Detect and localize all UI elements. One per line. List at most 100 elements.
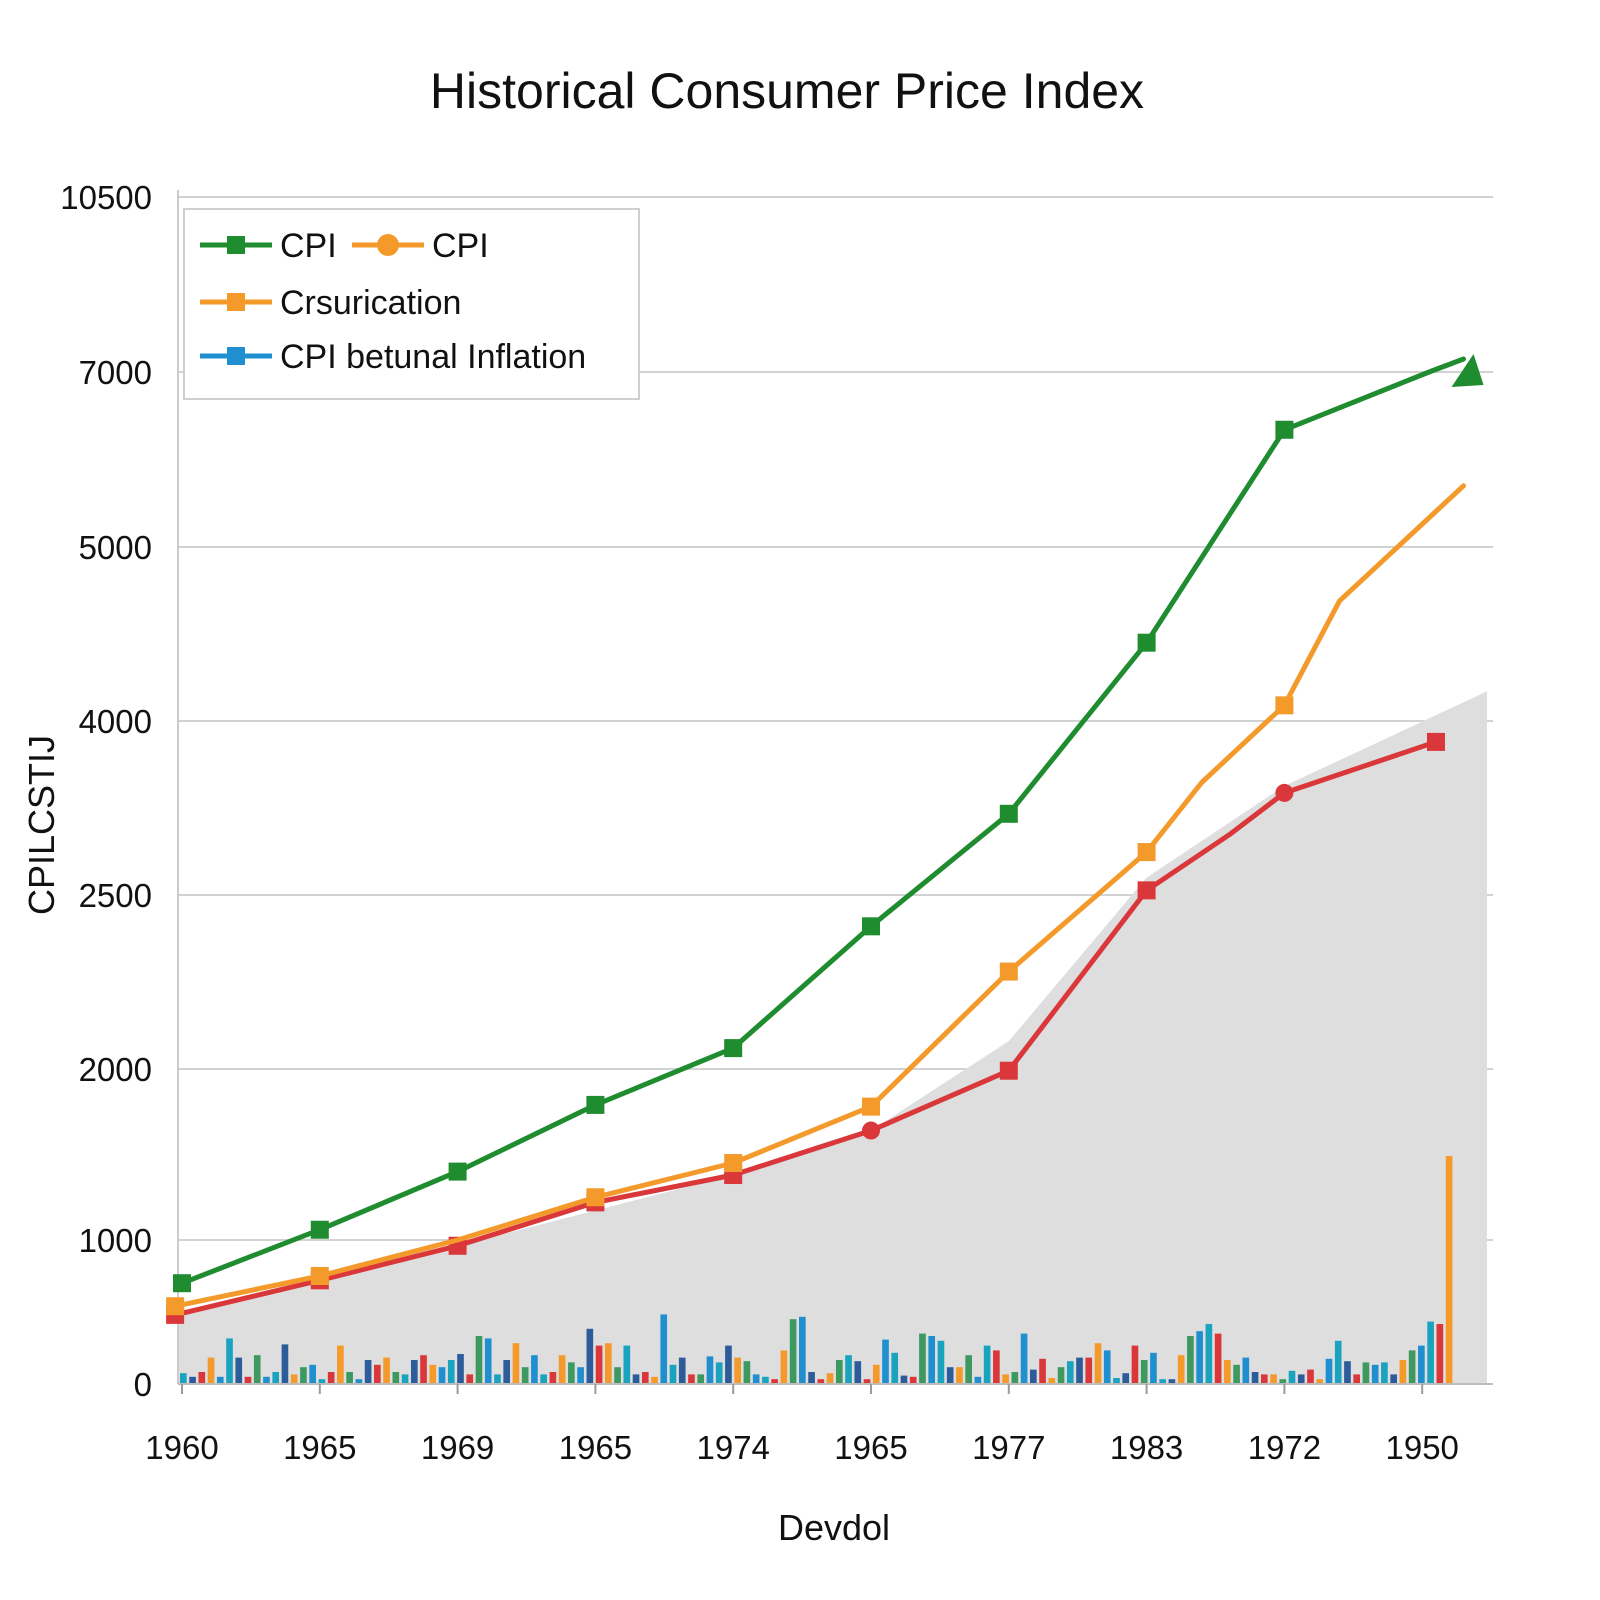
mini-bar — [965, 1355, 972, 1384]
mini-bar — [946, 1367, 954, 1384]
y-tick-label: 10500 — [60, 179, 152, 216]
mini-bar — [1085, 1357, 1093, 1384]
mini-bar — [1103, 1350, 1111, 1384]
series-point — [862, 917, 880, 936]
mini-bar — [1307, 1369, 1314, 1384]
mini-bar — [216, 1376, 224, 1384]
mini-bar — [494, 1374, 501, 1384]
mini-bar — [1436, 1324, 1444, 1384]
series-point — [1426, 732, 1445, 751]
series-point — [173, 1274, 191, 1293]
mini-bar — [300, 1367, 307, 1384]
x-tick-label: 1950 — [1385, 1429, 1458, 1466]
legend-label: Crsurication — [280, 284, 461, 322]
mini-bar — [1427, 1321, 1434, 1384]
x-tick-label: 1974 — [696, 1429, 769, 1466]
x-tick-label: 1969 — [421, 1429, 494, 1466]
mini-bar — [1279, 1379, 1287, 1384]
x-tick-label: 1977 — [972, 1429, 1045, 1466]
series-point — [448, 1162, 467, 1181]
series-point — [999, 1061, 1018, 1080]
series-point — [586, 1188, 605, 1207]
mini-bar — [586, 1328, 594, 1384]
y-tick-label: 2500 — [79, 877, 152, 914]
mini-bar — [1076, 1357, 1083, 1384]
y-tick-label: 1000 — [79, 1222, 152, 1259]
mini-bar — [198, 1372, 206, 1384]
y-tick-label: 2000 — [79, 1051, 152, 1088]
mini-bar — [374, 1364, 381, 1384]
y-axis-label: CPILCSTIJ — [21, 735, 62, 915]
mini-bar — [799, 1316, 806, 1384]
mini-bar — [863, 1379, 871, 1384]
x-tick-label: 1965 — [834, 1429, 907, 1466]
area-band-layer — [177, 691, 1487, 1384]
mini-bar — [531, 1355, 538, 1384]
series-point — [1137, 881, 1156, 900]
mini-bars-layer — [180, 1156, 1453, 1384]
mini-bar — [974, 1376, 982, 1384]
mini-bar — [882, 1339, 889, 1384]
x-tick-label: 1965 — [559, 1429, 632, 1466]
mini-bar — [909, 1376, 917, 1384]
mini-bar — [826, 1373, 834, 1384]
mini-bar — [1039, 1358, 1046, 1384]
mini-bar — [1002, 1374, 1009, 1384]
mini-bar — [1131, 1345, 1139, 1384]
mini-bar — [1297, 1374, 1305, 1384]
mini-bar — [392, 1372, 400, 1384]
mini-bar — [1214, 1333, 1222, 1384]
mini-bar — [1325, 1358, 1333, 1384]
mini-bar — [891, 1352, 899, 1384]
mini-bar — [540, 1374, 547, 1384]
legend-swatch-marker — [227, 347, 245, 365]
mini-bar — [180, 1373, 187, 1384]
legend-swatch-marker — [227, 293, 245, 311]
mini-bar — [346, 1372, 353, 1384]
mini-bar — [660, 1314, 668, 1384]
mini-bar — [752, 1374, 760, 1384]
y-tick-label: 7000 — [79, 354, 152, 391]
mini-bar — [447, 1360, 455, 1384]
mini-bar — [1362, 1362, 1370, 1384]
mini-bar — [1196, 1331, 1203, 1384]
mini-bar — [226, 1338, 233, 1384]
mini-bar — [1344, 1361, 1351, 1384]
mini-bar — [309, 1364, 316, 1384]
mini-bar — [503, 1360, 511, 1384]
mini-bar — [734, 1357, 741, 1384]
area-band — [177, 691, 1487, 1384]
mini-bar — [900, 1375, 908, 1384]
x-tick-labels: 1960 1965 1969 1965 1974 1965 1977 1983 1972 1950 — [145, 1429, 1459, 1466]
mini-bar — [762, 1376, 769, 1384]
mini-bar — [1445, 1156, 1453, 1384]
legend-item: Crsurication — [200, 284, 461, 322]
y-tick-label: 5000 — [79, 529, 152, 566]
mini-bar — [1316, 1379, 1324, 1384]
mini-bar — [715, 1362, 723, 1384]
mini-bar — [401, 1374, 409, 1384]
mini-bar — [780, 1350, 788, 1384]
mini-bar — [1140, 1360, 1148, 1384]
series-point — [999, 962, 1018, 981]
mini-bar — [1150, 1352, 1157, 1384]
legend-item: CPI — [200, 227, 337, 265]
mini-bar — [410, 1360, 418, 1384]
x-tick-label: 1960 — [145, 1429, 218, 1466]
mini-bar — [244, 1376, 252, 1384]
mini-bar — [919, 1333, 926, 1384]
legend-label: CPI — [280, 227, 337, 265]
series-point — [1275, 783, 1294, 802]
mini-bar — [1057, 1367, 1065, 1384]
mini-bar — [937, 1340, 945, 1384]
y-tick-label: 4000 — [79, 703, 152, 740]
mini-bar — [697, 1374, 705, 1384]
mini-bar — [1353, 1374, 1361, 1384]
mini-bar — [189, 1376, 196, 1384]
mini-bar — [355, 1379, 363, 1384]
series-point — [724, 1154, 743, 1173]
mini-bar — [558, 1355, 566, 1384]
mini-bar — [318, 1379, 326, 1384]
mini-bar — [678, 1357, 686, 1384]
mini-bar — [1334, 1340, 1342, 1384]
